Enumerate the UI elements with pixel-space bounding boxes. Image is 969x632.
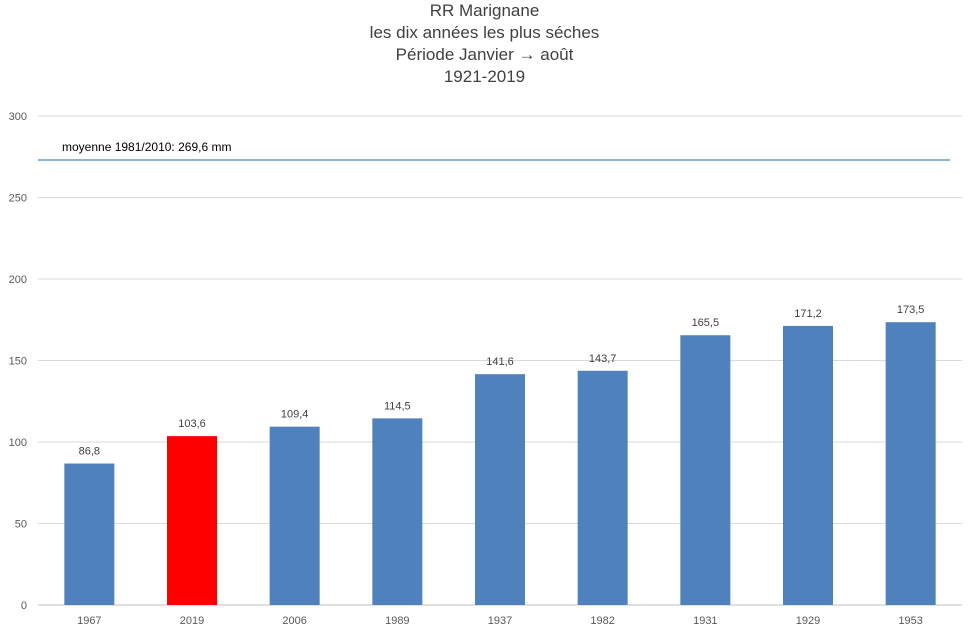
data-label: 143,7	[589, 353, 617, 365]
average-reference-label: moyenne 1981/2010: 269,6 mm	[62, 140, 231, 154]
bar	[475, 374, 525, 605]
data-label: 114,5	[384, 400, 411, 412]
chart-title: RR Marignane les dix années les plus séc…	[0, 0, 969, 88]
bar	[372, 418, 423, 605]
data-label: 109,4	[281, 409, 309, 421]
x-tick-label: 2006	[282, 615, 306, 627]
y-tick-label: 250	[9, 193, 27, 205]
x-tick-label: 1931	[693, 615, 717, 627]
title-line-3: Période Janvier → août	[395, 45, 574, 64]
x-tick-label: 1937	[488, 615, 512, 627]
bar	[577, 370, 628, 605]
x-tick-label: 1967	[77, 615, 101, 627]
y-tick-label: 150	[9, 356, 27, 368]
y-tick-label: 300	[9, 111, 27, 123]
bar	[167, 436, 217, 605]
bar	[680, 335, 731, 605]
data-label: 173,5	[897, 304, 925, 316]
y-tick-label: 100	[9, 437, 27, 449]
x-tick-label: 1989	[385, 615, 409, 627]
bar	[64, 463, 115, 605]
data-label: 86,8	[79, 446, 100, 458]
bar	[783, 325, 833, 605]
data-label: 165,5	[692, 317, 720, 329]
title-line-4: 1921-2019	[443, 67, 526, 86]
bar	[885, 322, 936, 605]
x-tick-label: 1982	[590, 615, 614, 627]
x-tick-label: 1929	[796, 615, 820, 627]
y-tick-label: 0	[21, 600, 27, 612]
data-label: 103,6	[178, 418, 206, 430]
y-tick-label: 200	[9, 274, 27, 286]
title-line-1: RR Marignane	[429, 1, 540, 20]
x-tick-label: 2019	[180, 615, 204, 627]
bar	[269, 426, 320, 605]
data-label: 171,2	[794, 308, 822, 320]
y-tick-label: 50	[15, 519, 27, 531]
x-tick-label: 1953	[898, 615, 922, 627]
data-label: 141,6	[486, 356, 514, 368]
title-line-2: les dix années les plus séches	[369, 23, 600, 42]
